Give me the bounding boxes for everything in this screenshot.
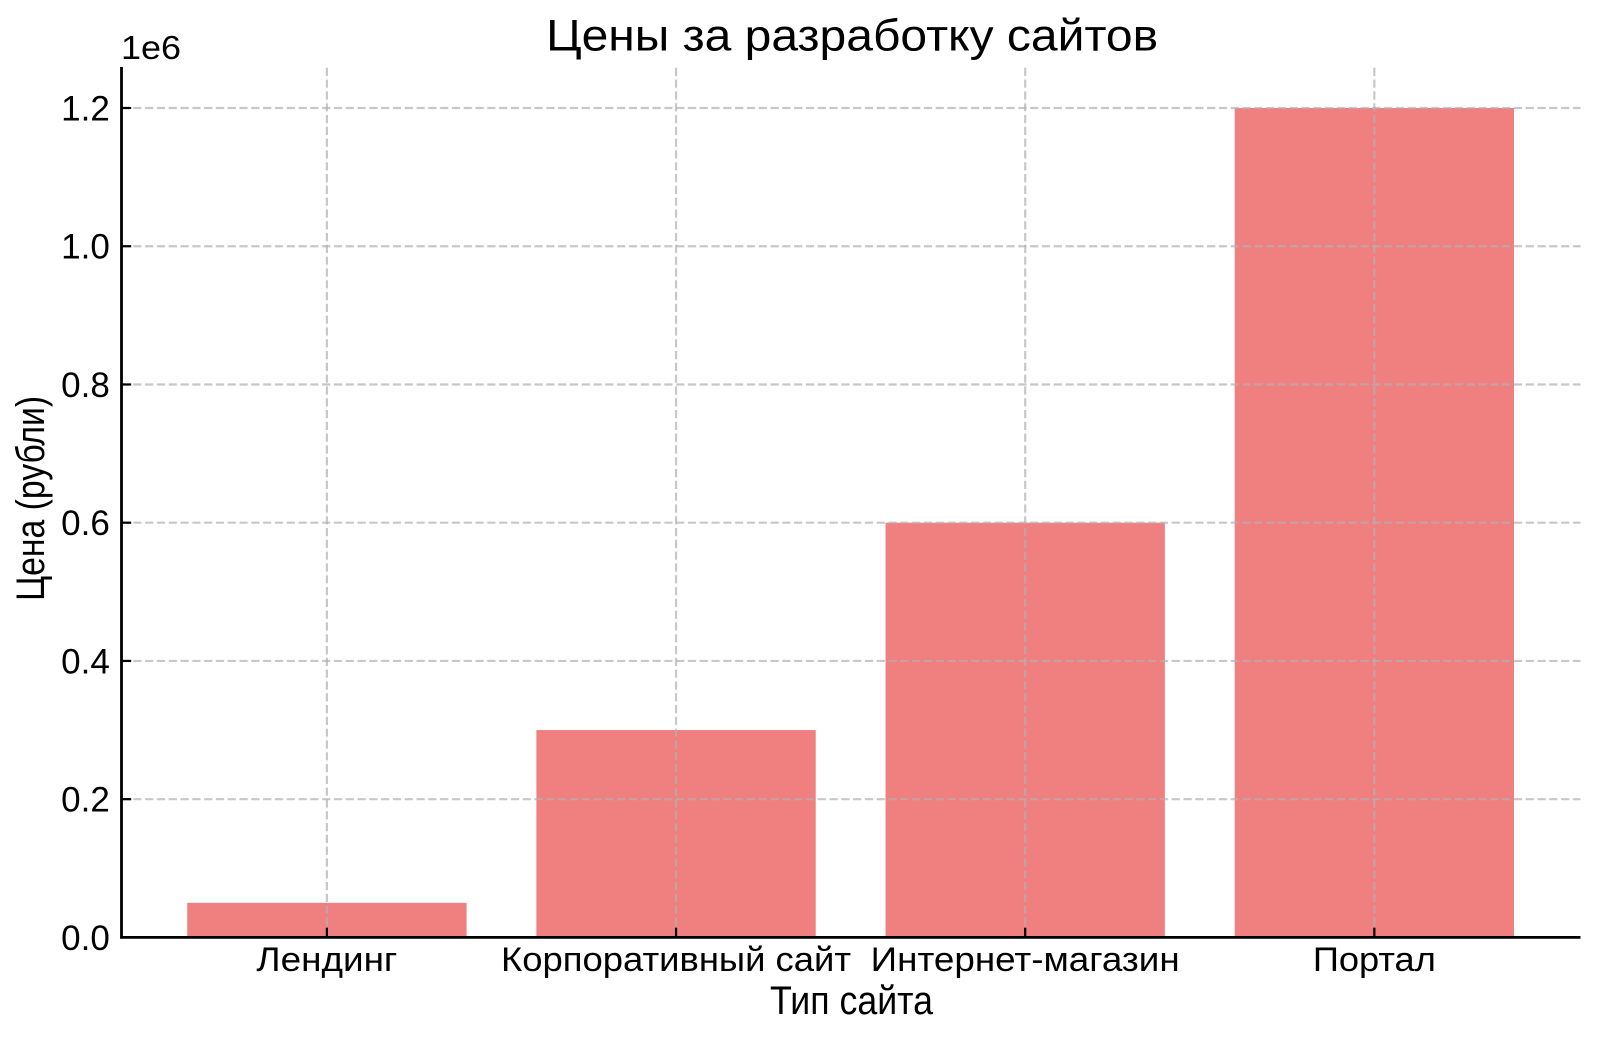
svg-text:0.6: 0.6 <box>61 504 110 543</box>
svg-text:1e6: 1e6 <box>121 30 181 67</box>
svg-text:Портал: Портал <box>1313 941 1436 979</box>
svg-text:1.2: 1.2 <box>61 90 110 129</box>
svg-text:1.0: 1.0 <box>61 228 110 267</box>
svg-text:Интернет-магазин: Интернет-магазин <box>871 941 1180 979</box>
svg-text:Корпоративный сайт: Корпоративный сайт <box>501 941 851 979</box>
svg-text:Цена (рубли): Цена (рубли) <box>9 396 53 601</box>
svg-text:0.0: 0.0 <box>61 919 110 958</box>
svg-text:0.2: 0.2 <box>61 781 110 820</box>
svg-text:Лендинг: Лендинг <box>256 941 397 979</box>
svg-text:0.4: 0.4 <box>61 642 110 681</box>
svg-text:0.8: 0.8 <box>61 366 110 405</box>
svg-text:Тип сайта: Тип сайта <box>770 979 933 1023</box>
svg-text:Цены за разработку сайтов: Цены за разработку сайтов <box>546 11 1158 60</box>
